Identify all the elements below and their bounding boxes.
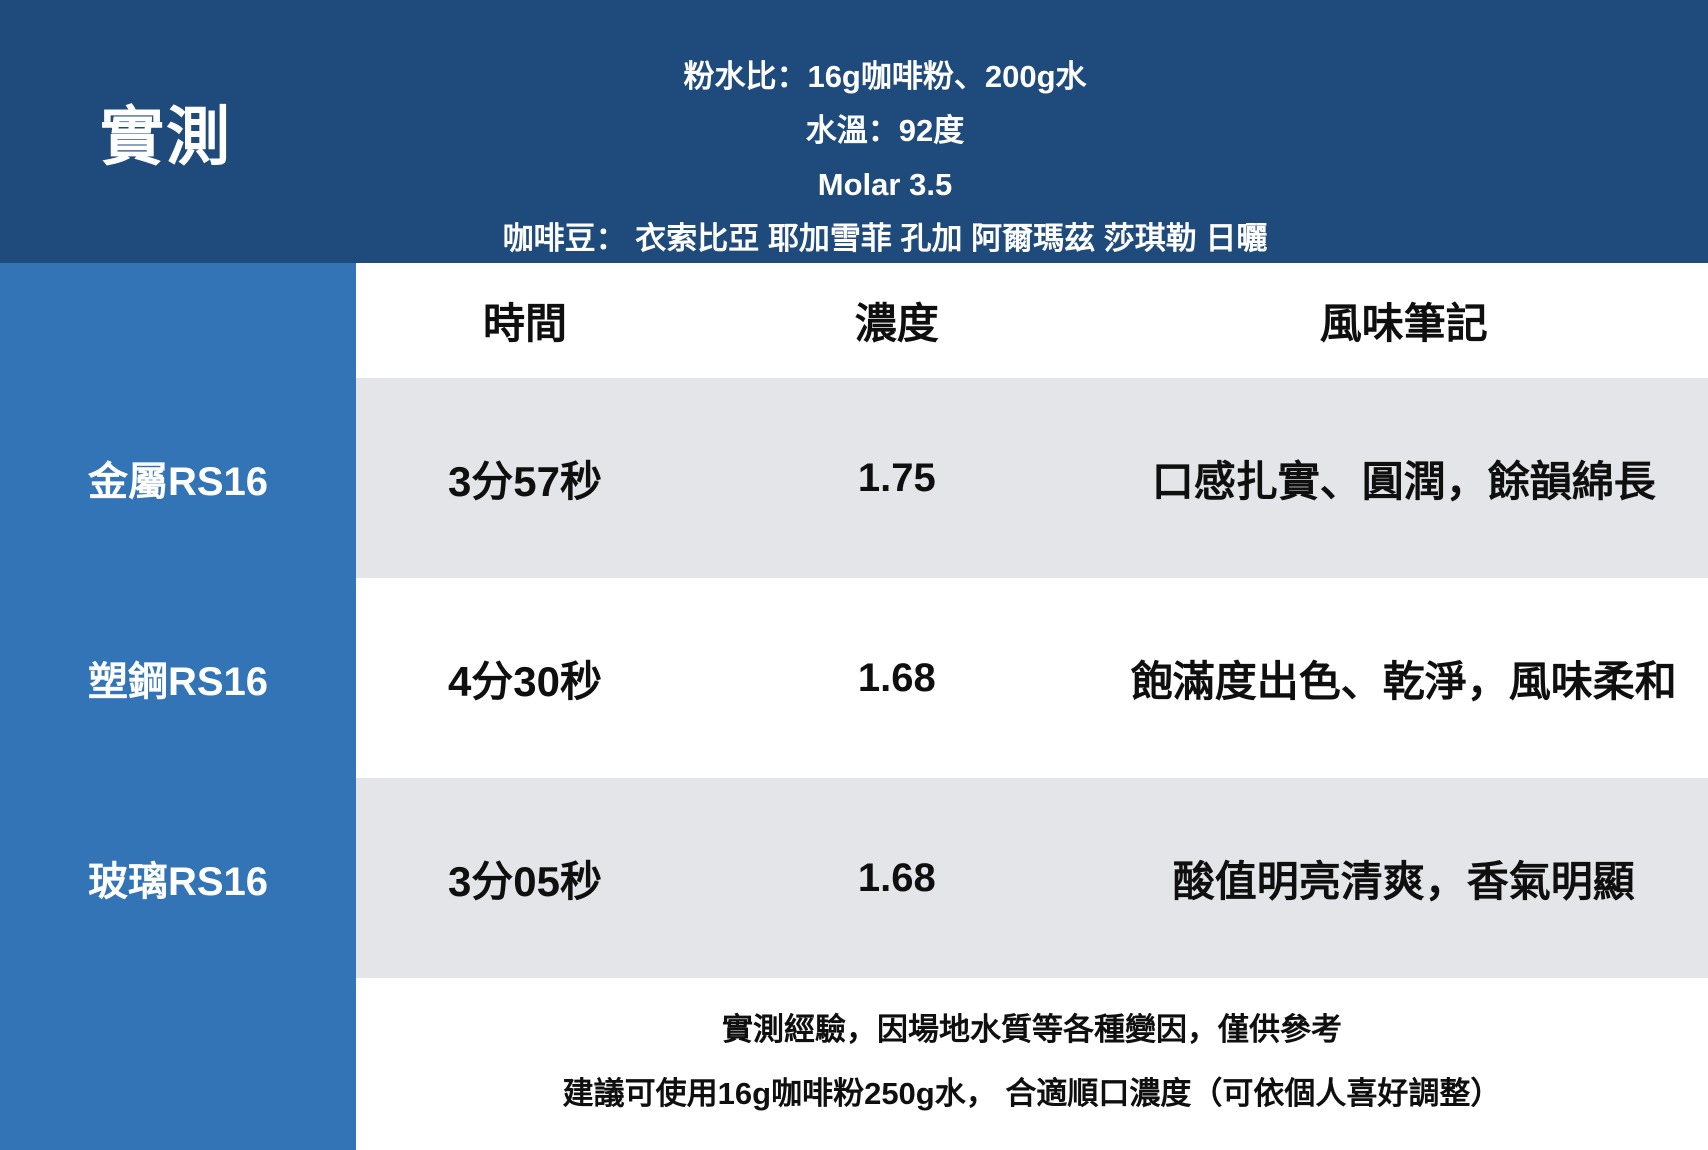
brew-parameters-block: 粉水比：16g咖啡粉、200g水 水溫：92度 Molar 3.5 咖啡豆： 衣…: [62, 50, 1708, 266]
row-label-glass-rs16: 玻璃RS16: [87, 860, 269, 904]
time-cell: 4分30秒: [447, 657, 603, 705]
table-row-metal-rs16: 3分57秒 1.75 口感扎實、圓潤，餘韻綿長: [356, 378, 1708, 578]
table-header-row: 時間 濃度 風味筆記: [356, 263, 1708, 378]
sidebar-spacer: [0, 263, 356, 378]
row-label-sidebar: 金屬RS16 塑鋼RS16 玻璃RS16: [0, 263, 356, 1150]
concentration-cell: 1.68: [857, 855, 936, 900]
table-footnote: 實測經驗，因場地水質等各種變因，僅供參考 建議可使用16g咖啡粉250g水， 合…: [356, 978, 1708, 1150]
flavor-notes-cell: 酸值明亮清爽，香氣明顯: [1172, 857, 1635, 905]
concentration-cell: 1.68: [857, 655, 936, 700]
footnote-line-1: 實測經驗，因場地水質等各種變因，僅供參考: [722, 1012, 1342, 1047]
page-title: 實測: [100, 101, 232, 173]
flavor-notes-cell: 飽滿度出色、乾淨，風味柔和: [1130, 657, 1677, 705]
concentration-cell: 1.75: [857, 455, 936, 500]
grind-setting-line: Molar 3.5: [817, 167, 953, 202]
column-header-concentration: 濃度: [854, 300, 939, 347]
results-table: 時間 濃度 風味筆記 3分57秒 1.75 口感扎實、圓潤，餘韻綿長 4分30秒…: [356, 263, 1708, 1150]
ratio-line: 粉水比：16g咖啡粉、200g水: [683, 59, 1087, 94]
time-cell: 3分57秒: [447, 457, 603, 505]
water-temp-line: 水溫：92度: [805, 113, 965, 148]
column-header-flavor-notes: 風味筆記: [1319, 300, 1488, 347]
coffee-bean-line: 咖啡豆： 衣索比亞 耶加雪菲 孔加 阿爾瑪茲 莎琪勒 日曬: [502, 221, 1268, 256]
flavor-notes-cell: 口感扎實、圓潤，餘韻綿長: [1151, 457, 1656, 505]
time-cell: 3分05秒: [447, 857, 603, 905]
table-row-glass-rs16: 3分05秒 1.68 酸值明亮清爽，香氣明顯: [356, 778, 1708, 978]
top-header: 實測 粉水比：16g咖啡粉、200g水 水溫：92度 Molar 3.5 咖啡豆…: [0, 0, 1708, 263]
table-row-plastic-rs16: 4分30秒 1.68 飽滿度出色、乾淨，風味柔和: [356, 578, 1708, 778]
footnote-line-2: 建議可使用16g咖啡粉250g水， 合適順口濃度（可依個人喜好調整）: [562, 1076, 1502, 1111]
column-header-time: 時間: [482, 300, 567, 347]
row-label-metal-rs16: 金屬RS16: [87, 460, 269, 504]
row-label-plastic-rs16: 塑鋼RS16: [87, 660, 269, 704]
